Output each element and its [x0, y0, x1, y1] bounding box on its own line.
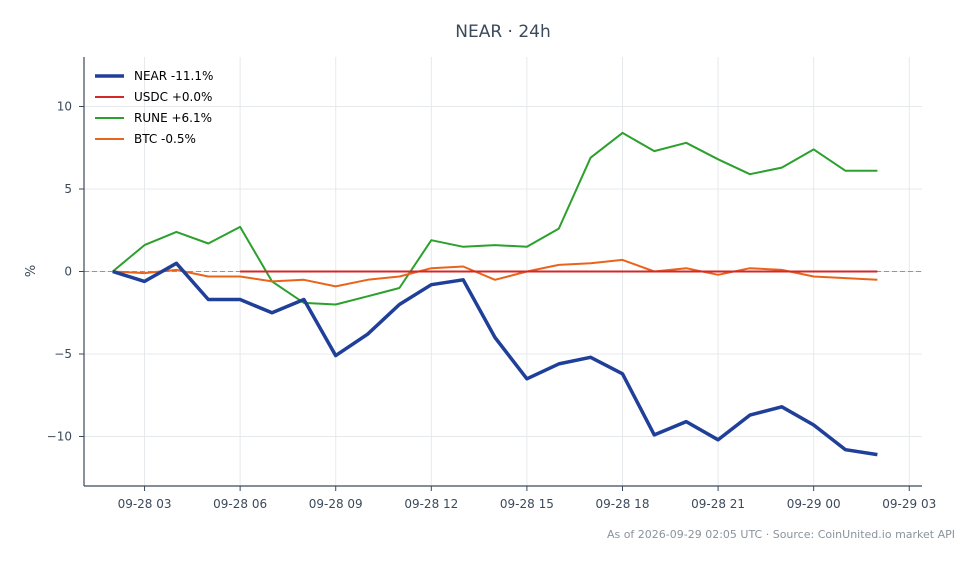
x-tick-label: 09-28 12	[404, 497, 458, 511]
footer-source-text: As of 2026-09-29 02:05 UTC · Source: Coi…	[607, 528, 955, 541]
x-tick-label: 09-28 18	[596, 497, 650, 511]
x-tick-label: 09-28 06	[213, 497, 267, 511]
y-tick-label: 5	[64, 182, 72, 196]
series-line-btc	[112, 258, 878, 288]
axes: 09-28 03 09-28 06 09-28 09 09-28 12 09-28 15…	[47, 57, 936, 511]
legend-label: BTC -0.5%	[134, 132, 196, 146]
legend-label: RUNE +6.1%	[134, 111, 212, 125]
series-line-rune	[112, 131, 878, 306]
y-tick-label: −5	[54, 347, 72, 361]
x-tick-label: 09-29 03	[882, 497, 936, 511]
chart-title: NEAR · 24h	[455, 22, 551, 42]
x-tick-label: 09-29 00	[787, 497, 841, 511]
x-tick-label: 09-28 09	[309, 497, 363, 511]
x-tick-label: 09-28 03	[118, 497, 172, 511]
y-axis-label: %	[24, 265, 39, 277]
y-tick-label: 10	[57, 100, 72, 114]
series-line-near	[112, 261, 878, 457]
x-tick-label: 09-28 21	[691, 497, 745, 511]
legend-label: USDC +0.0%	[134, 90, 212, 104]
series-lines	[112, 131, 878, 457]
y-tick-label: 0	[64, 265, 72, 279]
legend: NEAR -11.1% USDC +0.0% RUNE +6.1% BTC -0.5%	[95, 69, 213, 146]
y-tick-label: −10	[47, 430, 72, 444]
legend-label: NEAR -11.1%	[134, 69, 213, 83]
x-tick-label: 09-28 15	[500, 497, 554, 511]
